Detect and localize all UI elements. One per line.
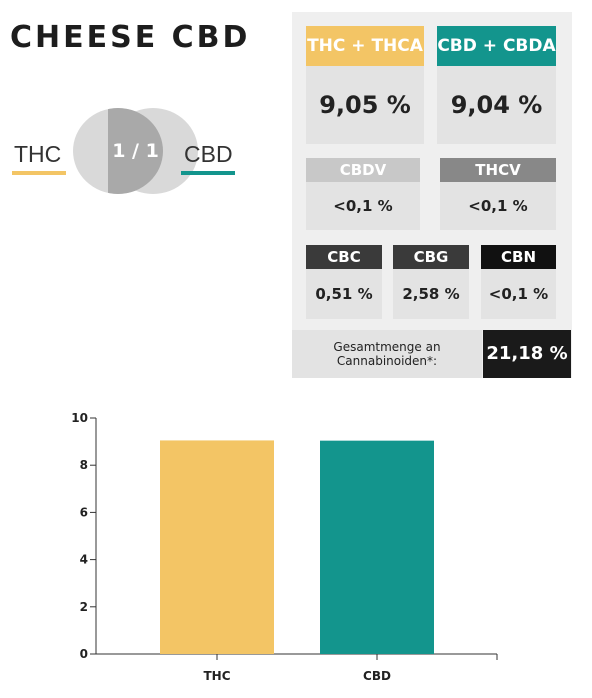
total-label-line1: Gesamtmenge an [333,340,441,354]
y-tick-label: 6 [80,505,88,519]
thcv-header: THCV [440,158,556,182]
thcv-value: <0,1 % [440,182,556,230]
cbg-value: 2,58 % [393,269,469,319]
thc-thca-value: 9,05 % [306,66,424,144]
bar-chart: 0 2 4 6 8 10 THC CBD [71,411,498,683]
cbc-value: 0,51 % [306,269,382,319]
cbc-header: CBC [306,245,382,269]
cannabinoid-panel: THC + THCA 9,05 % CBD + CBDA 9,04 % CBDV… [292,12,572,378]
cbd-cbda-value: 9,04 % [437,66,556,144]
ratio-cbd-label: CBD [184,141,233,167]
thc-thca-header: THC + THCA [306,26,424,66]
total-label-line2: Cannabinoiden*: [336,354,438,368]
cbdv-value: <0,1 % [306,182,420,230]
total-label: Gesamtmenge an Cannabinoiden*: [292,330,482,378]
cbn-value: <0,1 % [481,269,556,319]
total-value: 21,18 % [483,330,571,378]
bar-thc [160,440,274,654]
y-tick-label: 4 [80,553,88,567]
y-tick-label: 0 [80,647,88,661]
cbd-cbda-header: CBD + CBDA [437,26,556,66]
cbd-underline [181,171,235,175]
y-tick-label: 2 [80,600,88,614]
circle-overlap [108,108,163,194]
bar-cbd [320,440,434,654]
cbdv-header: CBDV [306,158,420,182]
cbn-header: CBN [481,245,556,269]
ratio-thc-label: THC [14,141,62,167]
x-tick-label-cbd: CBD [363,669,391,683]
page-title: CHEESE CBD [10,20,251,55]
x-tick-label-thc: THC [203,669,230,683]
cbg-header: CBG [393,245,469,269]
y-tick-label: 10 [71,411,88,425]
thc-underline [12,171,66,175]
ratio-diagram: THC 1 / 1 CBD [0,108,290,198]
ratio-value: 1 / 1 [112,140,159,162]
y-tick-label: 8 [80,458,88,472]
